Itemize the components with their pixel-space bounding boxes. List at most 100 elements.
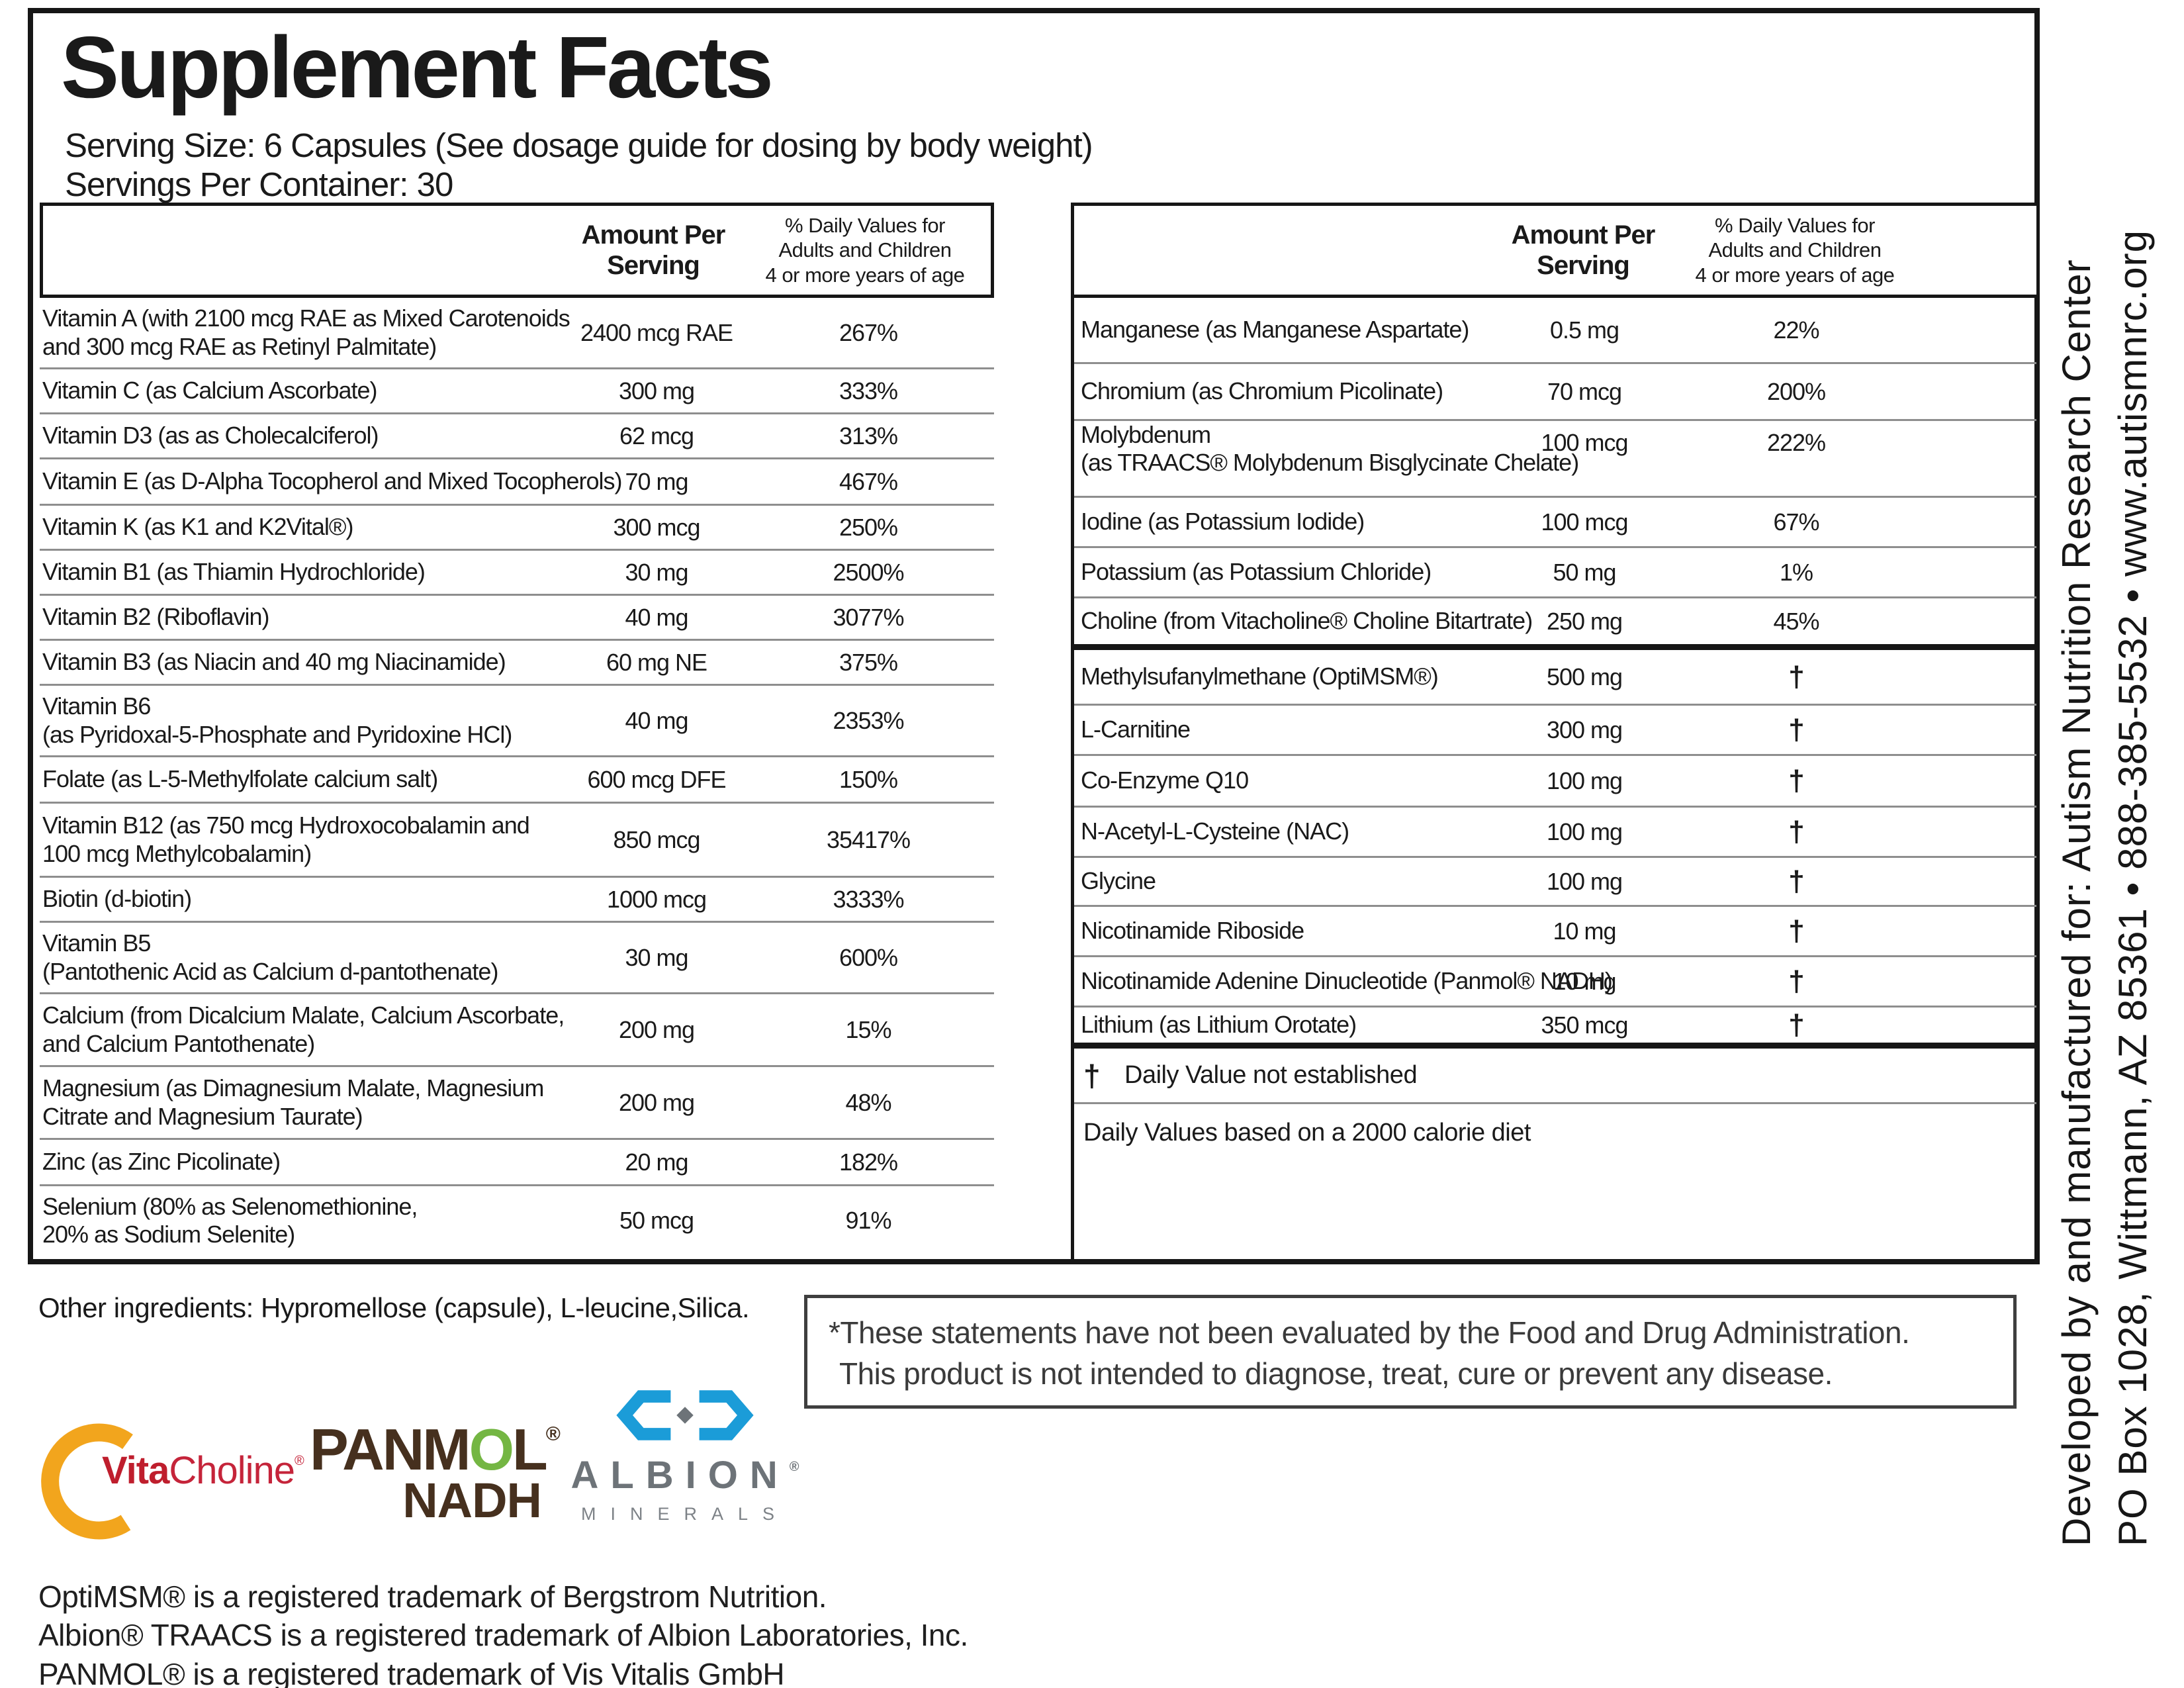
table-row: Vitamin B3 (as Niacin and 40 mg Niacinam… (40, 641, 994, 686)
table-row: Vitamin B1 (as Thiamin Hydrochloride) 30 … (40, 551, 994, 596)
nutrient-name: Potassium (as Potassium Chloride) (1081, 558, 1432, 586)
table-row: Zinc (as Zinc Picolinate) 20 mg 182% (40, 1140, 994, 1186)
table-row: Manganese (as Manganese Aspartate) 0.5 mg… (1074, 298, 2036, 364)
daily-value: † (1788, 964, 1804, 998)
page-title: Supplement Facts (61, 19, 774, 116)
amount-per-serving: 62 mcg (619, 422, 694, 449)
amount-per-serving: 50 mcg (619, 1207, 694, 1234)
nutrient-name: Zinc (as Zinc Picolinate) (42, 1148, 281, 1176)
amount-per-serving: 300 mcg (613, 513, 700, 541)
amount-per-serving: 500 mg (1546, 663, 1623, 690)
table-row: Co-Enzyme Q10 100 mg † (1074, 756, 2036, 808)
trademark-notes: OptiMSM® is a registered trademark of Be… (38, 1577, 968, 1688)
servings-per-container-line: Servings Per Container: 30 (65, 165, 453, 203)
nutrient-name: Vitamin B6 (as Pyridoxal-5-Phosphate and … (42, 692, 512, 748)
albion-minerals-logo: ALBION® MINERALS (559, 1389, 811, 1524)
amount-per-serving: 60 mg NE (606, 648, 707, 676)
amount-per-serving-header: Amount Per Serving (1511, 220, 1656, 280)
nutrient-name: Folate (as L-5-Methylfolate calcium salt… (42, 765, 438, 793)
table-row: Molybdenum (as TRAACS® Molybdenum Bisglyc… (1074, 421, 2036, 498)
trademark-line: PANMOL® is a registered trademark of Vis… (38, 1656, 785, 1688)
panmol-nadh-logo: PANMOL® NADH (310, 1421, 561, 1525)
nutrient-name: Manganese (as Manganese Aspartate) (1081, 316, 1469, 344)
table-row: Biotin (d-biotin) 1000 mcg 3333% (40, 878, 994, 923)
table-row: Nicotinamide Riboside 10 mg † (1074, 907, 2036, 957)
daily-values-header: % Daily Values for Adults and Children 4 o… (1695, 214, 1895, 287)
nutrient-name: Biotin (d-biotin) (42, 885, 192, 913)
daily-value: † (1788, 914, 1804, 947)
amount-per-serving: 100 mcg (1541, 429, 1628, 456)
nutrient-name: Co-Enzyme Q10 (1081, 767, 1249, 794)
daily-value: 1% (1779, 558, 1813, 586)
daily-value: 267% (839, 318, 898, 346)
amount-per-serving: 250 mg (1546, 607, 1623, 635)
amount-per-serving: 100 mg (1546, 767, 1623, 794)
nutrient-name: Calcium (from Dicalcium Malate, Calcium … (42, 1002, 565, 1057)
amount-per-serving: 2400 mcg RAE (580, 318, 733, 346)
nutrient-name: Nicotinamide Riboside (1081, 917, 1304, 945)
daily-value: † (1788, 713, 1804, 746)
amount-per-serving: 40 mg (625, 603, 688, 631)
amount-per-serving: 200 mg (618, 1088, 695, 1116)
left-table-header: Amount Per Serving % Daily Values for Adul… (40, 203, 994, 298)
nutrient-name: Vitamin B5 (Pantothenic Acid as Calcium d… (42, 929, 498, 985)
serving-size-line: Serving Size: 6 Capsules (See dosage gui… (65, 126, 1093, 164)
nutrient-name: Lithium (as Lithium Orotate) (1081, 1011, 1357, 1039)
vitacholine-logo: VitaCholine® (34, 1414, 312, 1553)
amount-per-serving: 350 mcg (1541, 1011, 1628, 1039)
daily-value: 600% (839, 943, 898, 971)
daily-value: † (1788, 1008, 1804, 1041)
nutrient-name: Iodine (as Potassium Iodide) (1081, 508, 1365, 536)
table-row: Nicotinamide Adenine Dinucleotide (Panmo… (1074, 957, 2036, 1008)
daily-value: 45% (1773, 607, 1819, 635)
nutrient-name: Selenium (80% as Selenomethionine, 20% as… (42, 1192, 418, 1248)
amount-per-serving: 70 mg (625, 467, 688, 495)
amount-per-serving: 30 mg (625, 943, 688, 971)
table-row: Glycine 100 mg † (1074, 858, 2036, 907)
amount-per-serving: 40 mg (625, 706, 688, 734)
daily-values-header: % Daily Values for Adults and Children 4 o… (765, 214, 965, 287)
nutrient-name: Chromium (as Chromium Picolinate) (1081, 377, 1443, 405)
daily-value: 182% (839, 1148, 898, 1176)
table-row: Vitamin K (as K1 and K2Vital®) 300 mcg 250… (40, 506, 994, 551)
dagger-footnote: † Daily Value not established (1074, 1049, 2036, 1104)
amount-per-serving: 100 mg (1546, 867, 1623, 895)
albion-minerals-text: MINERALS (580, 1504, 790, 1524)
daily-value: 150% (839, 765, 898, 793)
daily-value: 250% (839, 513, 898, 541)
daily-value: 67% (1773, 508, 1819, 536)
daily-value: 200% (1766, 377, 1826, 405)
daily-value: † (1788, 660, 1804, 693)
daily-value: 333% (839, 377, 898, 404)
daily-value: 15% (845, 1015, 891, 1043)
nutrient-name: Vitamin B12 (as 750 mcg Hydroxocobalamin… (42, 812, 530, 867)
nutrient-name: Vitamin D3 (as as Cholecalciferol) (42, 422, 379, 449)
vitacholine-wordmark: VitaCholine® (102, 1449, 304, 1492)
table-row: N-Acetyl-L-Cysteine (NAC) 100 mg † (1074, 808, 2036, 858)
albion-wordmark: ALBION® (570, 1454, 799, 1497)
table-row: Vitamin B6 (as Pyridoxal-5-Phosphate and … (40, 686, 994, 757)
daily-value: 375% (839, 648, 898, 676)
table-row: Potassium (as Potassium Chloride) 50 mg 1% (1074, 548, 2036, 598)
daily-value: 48% (845, 1088, 891, 1116)
amount-per-serving: 70 mcg (1547, 377, 1622, 405)
nutrient-name: Vitamin C (as Calcium Ascorbate) (42, 377, 378, 404)
left-nutrient-table: Vitamin A (with 2100 mcg RAE as Mixed Ca… (40, 298, 994, 1259)
amount-per-serving: 0.5 mg (1549, 316, 1619, 344)
nutrient-name: Vitamin B3 (as Niacin and 40 mg Niacinam… (42, 648, 506, 676)
amount-per-serving: 1000 mcg (606, 885, 707, 913)
amount-per-serving: 10 mg (1553, 917, 1616, 945)
table-row: Vitamin A (with 2100 mcg RAE as Mixed Ca… (40, 298, 994, 369)
disclaimer-line-1: *These statements have not been evaluate… (829, 1315, 1910, 1350)
trademark-line: OptiMSM® is a registered trademark of Be… (38, 1579, 827, 1614)
table-row: Magnesium (as Dimagnesium Malate, Magnes… (40, 1067, 994, 1140)
amount-per-serving: 100 mg (1546, 818, 1623, 845)
nutrient-name: Vitamin B1 (as Thiamin Hydrochloride) (42, 558, 426, 586)
trademark-line: Albion® TRAACS is a registered trademark… (38, 1618, 968, 1653)
table-row: Vitamin B12 (as 750 mcg Hydroxocobalamin… (40, 804, 994, 878)
nutrient-name: Vitamin K (as K1 and K2Vital®) (42, 513, 353, 541)
table-row: Vitamin B5 (Pantothenic Acid as Calcium d… (40, 923, 994, 994)
nutrient-name: Vitamin B2 (Riboflavin) (42, 603, 269, 631)
fda-disclaimer-box: *These statements have not been evaluate… (804, 1295, 2017, 1409)
